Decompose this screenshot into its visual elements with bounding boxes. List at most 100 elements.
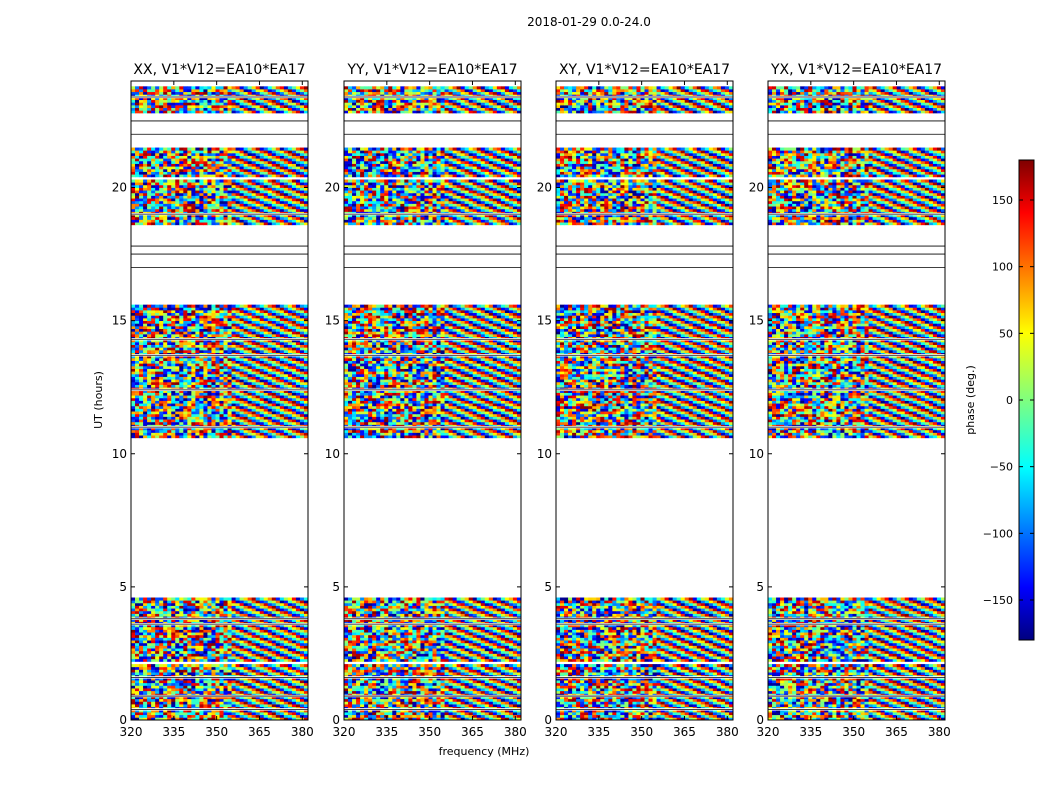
phase-cell bbox=[219, 714, 224, 718]
phase-cell bbox=[203, 203, 208, 207]
phase-cell bbox=[291, 355, 297, 359]
phase-cell bbox=[175, 669, 180, 673]
phase-cell bbox=[259, 645, 265, 649]
phase-cell bbox=[147, 712, 152, 716]
phase-cell bbox=[207, 323, 212, 327]
phase-cell bbox=[223, 379, 228, 383]
phase-cell bbox=[267, 371, 273, 375]
phase-cell bbox=[255, 666, 261, 670]
phase-cell bbox=[303, 325, 309, 330]
phase-cell bbox=[303, 182, 309, 186]
phase-cell bbox=[279, 613, 285, 617]
phase-cell bbox=[259, 216, 265, 220]
phase-cell bbox=[171, 610, 176, 614]
phase-cell bbox=[251, 371, 257, 375]
phase-cell bbox=[279, 195, 285, 199]
phase-cell bbox=[263, 206, 269, 210]
phase-cell bbox=[283, 200, 289, 204]
phase-cell bbox=[279, 392, 285, 396]
phase-cell bbox=[195, 376, 200, 380]
phase-cell bbox=[139, 397, 144, 401]
phase-cell bbox=[183, 184, 188, 188]
phase-cell bbox=[247, 704, 253, 708]
phase-cell bbox=[187, 384, 192, 388]
phase-cell bbox=[191, 429, 196, 433]
phase-cell bbox=[131, 174, 136, 178]
phase-cell bbox=[263, 347, 269, 351]
phase-cell bbox=[279, 411, 285, 415]
phase-cell bbox=[235, 182, 241, 186]
phase-cell bbox=[171, 365, 176, 369]
phase-cell bbox=[175, 384, 180, 388]
phase-cell bbox=[299, 419, 305, 423]
phase-cell bbox=[279, 653, 285, 657]
phase-cell bbox=[175, 216, 180, 220]
phase-cell bbox=[299, 320, 305, 324]
phase-cell bbox=[171, 219, 176, 223]
phase-cell bbox=[279, 429, 285, 433]
phase-cell bbox=[155, 309, 160, 314]
phase-cell bbox=[223, 429, 228, 433]
phase-cell bbox=[175, 200, 180, 204]
phase-cell bbox=[171, 349, 176, 353]
phase-cell bbox=[187, 672, 192, 676]
phase-cell bbox=[263, 664, 269, 668]
phase-cell bbox=[175, 653, 180, 657]
phase-cell bbox=[247, 610, 253, 614]
phase-cell bbox=[239, 688, 245, 692]
phase-cell bbox=[139, 432, 144, 436]
phase-cell bbox=[175, 190, 180, 194]
phase-cell bbox=[255, 184, 261, 188]
phase-cell bbox=[231, 373, 236, 377]
phase-cell bbox=[167, 664, 172, 668]
phase-cell bbox=[175, 709, 180, 713]
phase-cell bbox=[167, 712, 172, 716]
phase-cell bbox=[271, 680, 277, 684]
phase-cell bbox=[243, 328, 249, 332]
phase-cell bbox=[131, 658, 136, 662]
phase-cell bbox=[139, 416, 144, 420]
phase-cell bbox=[247, 182, 253, 186]
phase-cell bbox=[251, 672, 257, 676]
phase-cell bbox=[235, 347, 241, 351]
phase-cell bbox=[187, 632, 192, 636]
phase-cell bbox=[271, 333, 277, 337]
phase-cell bbox=[203, 339, 208, 343]
phase-cell bbox=[263, 392, 269, 396]
phase-cell bbox=[291, 174, 297, 178]
phase-cell bbox=[283, 216, 289, 220]
phase-cell bbox=[287, 312, 293, 316]
phase-cell bbox=[243, 712, 249, 716]
phase-cell bbox=[231, 634, 236, 638]
phase-cell bbox=[299, 602, 305, 606]
phase-cell bbox=[287, 600, 293, 604]
phase-cell bbox=[275, 333, 281, 337]
phase-cell bbox=[131, 427, 136, 431]
phase-cell bbox=[191, 371, 196, 375]
phase-cell bbox=[271, 214, 277, 218]
phase-cell bbox=[131, 389, 136, 393]
phase-cell bbox=[235, 648, 241, 652]
phase-cell bbox=[151, 669, 156, 673]
phase-cell bbox=[263, 192, 269, 196]
phase-cell bbox=[235, 363, 241, 367]
phase-cell bbox=[131, 597, 136, 601]
phase-cell bbox=[299, 384, 305, 388]
phase-cell bbox=[219, 712, 224, 716]
phase-cell bbox=[291, 198, 297, 202]
phase-cell bbox=[243, 669, 249, 673]
phase-cell bbox=[151, 200, 156, 204]
phase-cell bbox=[175, 341, 180, 345]
phase-cell bbox=[287, 179, 293, 183]
phase-cell bbox=[231, 349, 236, 353]
phase-cell bbox=[159, 714, 164, 718]
phase-cell bbox=[175, 717, 180, 721]
phase-cell bbox=[171, 384, 176, 388]
phase-cell bbox=[263, 184, 269, 188]
phase-cell bbox=[223, 214, 228, 218]
phase-cell bbox=[295, 323, 301, 327]
phase-cell bbox=[255, 688, 261, 692]
phase-cell bbox=[163, 347, 168, 351]
phase-cell bbox=[295, 200, 301, 204]
phase-cell bbox=[175, 624, 180, 628]
